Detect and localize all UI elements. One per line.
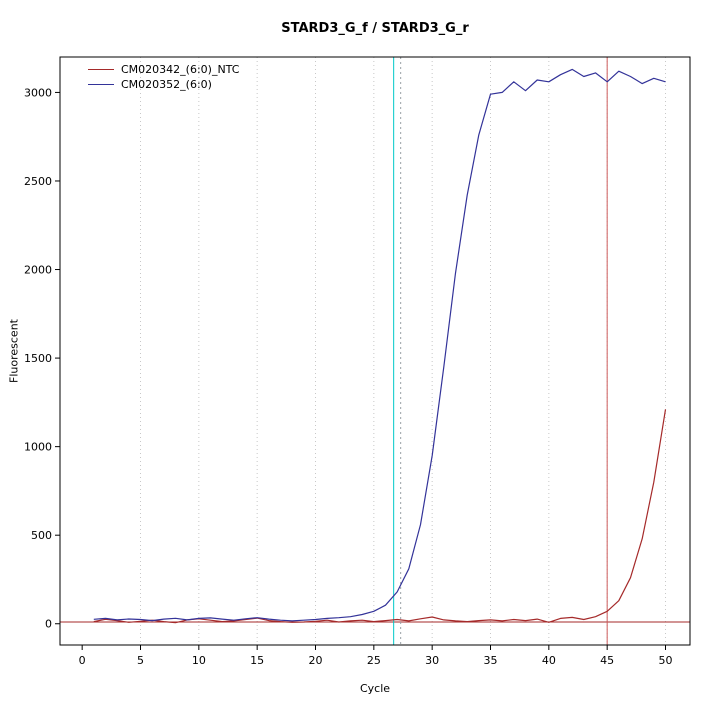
y-tick-label: 3000 xyxy=(24,86,52,99)
chart-title: STARD3_G_f / STARD3_G_r xyxy=(281,21,469,36)
x-tick-label: 30 xyxy=(425,654,439,667)
x-tick-label: 10 xyxy=(192,654,206,667)
legend-entry-ntc: CM020342_(6:0)_NTC xyxy=(88,62,239,77)
x-tick-label: 20 xyxy=(309,654,323,667)
x-tick-label: 25 xyxy=(367,654,381,667)
series-line-0 xyxy=(93,409,667,624)
legend-label-ntc: CM020342_(6:0)_NTC xyxy=(121,63,240,76)
x-tick-label: 50 xyxy=(659,654,673,667)
legend-line-red-icon xyxy=(88,69,114,70)
y-tick-label: 1500 xyxy=(24,352,52,365)
x-tick-label: 35 xyxy=(484,654,498,667)
y-tick-label: 0 xyxy=(45,618,52,631)
legend-entry-sample: CM020352_(6:0) xyxy=(88,77,239,92)
y-axis-label: Fluorescent xyxy=(7,319,21,383)
x-axis-label: Cycle xyxy=(359,682,391,695)
legend-line-blue-icon xyxy=(88,84,114,85)
x-tick-label: 40 xyxy=(542,654,556,667)
legend-label-sample: CM020352_(6:0) xyxy=(121,78,212,91)
y-tick-label: 500 xyxy=(31,529,52,542)
plot-border xyxy=(59,56,691,646)
x-tick-label: 5 xyxy=(137,654,144,667)
y-tick-label: 2500 xyxy=(24,175,52,188)
x-tick-label: 15 xyxy=(250,654,264,667)
x-tick-label: 0 xyxy=(79,654,86,667)
y-tick-label: 2000 xyxy=(24,264,52,277)
y-tick-label: 1000 xyxy=(24,441,52,454)
series-line-1 xyxy=(93,68,666,622)
legend: CM020342_(6:0)_NTC CM020352_(6:0) xyxy=(88,62,239,92)
x-tick-label: 45 xyxy=(600,654,614,667)
